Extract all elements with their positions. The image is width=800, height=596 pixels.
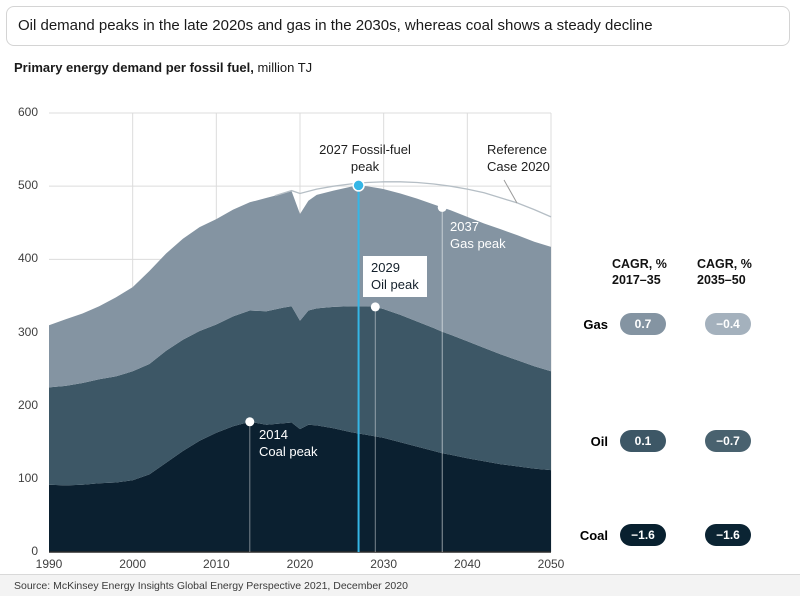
page-title: Oil demand peaks in the late 2020s and g…	[18, 17, 653, 34]
cagr-badge-coal-2017-35: −1.6	[620, 524, 666, 546]
chart-subtitle-bold: Primary energy demand per fossil fuel,	[14, 60, 254, 75]
chart-subtitle-unit: million TJ	[253, 60, 313, 75]
annotation-gas-peak-year: 2037	[450, 219, 479, 234]
cagr-badge-oil-2035-50: −0.7	[705, 430, 751, 452]
y-axis-tick-label: 200	[17, 397, 38, 412]
x-axis-tick-label: 2010	[202, 557, 230, 571]
annotation-gas-peak-label: Gas peak	[450, 236, 506, 252]
y-axis-tick-label: 600	[17, 105, 38, 119]
cagr-badge-gas-2035-50: −0.4	[705, 313, 751, 335]
cagr-header-2035-50: CAGR, % 2035–50	[697, 256, 769, 289]
cagr-badge-gas-2017-35: 0.7	[620, 313, 666, 335]
y-axis-tick-label: 400	[17, 251, 38, 266]
annotation-gas-peak: 2037 Gas peak	[450, 218, 506, 252]
title-box: Oil demand peaks in the late 2020s and g…	[6, 6, 790, 46]
cagr-header-2017-35: CAGR, % 2017–35	[612, 256, 684, 289]
y-axis-tick-label: 0	[31, 544, 38, 558]
annotation-oil-peak-label: Oil peak	[371, 277, 419, 293]
annotation-coal-peak: 2014 Coal peak	[259, 426, 318, 460]
x-axis-tick-label: 2000	[119, 557, 146, 571]
cagr-header-2017-35-line1: CAGR, %	[612, 257, 667, 271]
cagr-badge-coal-2035-50: −1.6	[705, 524, 751, 546]
legend-gas-label: Gas	[583, 317, 608, 332]
y-axis-tick-label: 100	[17, 470, 38, 485]
annotation-fossil-fuel-peak: 2027 Fossil-fuel peak	[319, 142, 411, 175]
legend-coal-label: Coal	[579, 528, 608, 543]
x-axis-tick-label: 1990	[35, 557, 63, 571]
annotation-coal-peak-year: 2014	[259, 427, 288, 442]
cagr-row-coal: Coal −1.6 −1.6	[556, 524, 766, 547]
x-axis-tick-label: 2020	[286, 557, 314, 571]
legend-oil-label: Oil	[590, 434, 608, 449]
cagr-header-2017-35-line2: 2017–35	[612, 273, 661, 288]
cagr-header-2035-50-line1: CAGR, %	[697, 257, 752, 271]
cagr-row-oil: Oil 0.1 −0.7	[556, 430, 766, 453]
cagr-row-gas: Gas 0.7 −0.4	[556, 313, 766, 336]
cagr-badge-oil-2017-35: 0.1	[620, 430, 666, 452]
source-note: Source: McKinsey Energy Insights Global …	[14, 580, 408, 592]
annotation-oil-peak-year: 2029	[371, 260, 400, 275]
annotation-reference-case: Reference Case 2020	[487, 142, 550, 175]
x-axis-tick-label: 2050	[537, 557, 565, 571]
footer: Source: McKinsey Energy Insights Global …	[0, 574, 800, 596]
y-axis-tick-label: 300	[17, 324, 38, 339]
y-axis-tick-label: 500	[17, 178, 38, 193]
cagr-header-2035-50-line2: 2035–50	[697, 273, 746, 288]
x-axis-tick-label: 2030	[370, 557, 397, 571]
annotation-coal-peak-label: Coal peak	[259, 444, 318, 460]
chart-subtitle: Primary energy demand per fossil fuel, m…	[14, 60, 312, 75]
x-axis-tick-label: 2040	[453, 557, 481, 571]
annotation-oil-peak: 2029 Oil peak	[363, 256, 427, 298]
